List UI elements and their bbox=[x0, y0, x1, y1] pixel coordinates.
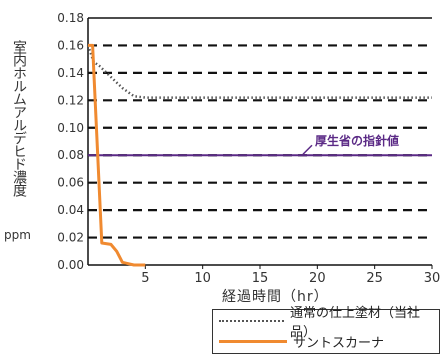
y-tick-label: 0.18 bbox=[57, 11, 84, 25]
legend-swatch-dotted bbox=[219, 319, 284, 322]
legend-swatch-solid bbox=[219, 340, 287, 343]
reference-line: 厚生省の指針値 bbox=[88, 133, 432, 157]
x-tick-label: 30 bbox=[424, 271, 441, 286]
y-tick-label: 0.08 bbox=[57, 148, 84, 162]
y-tick-label: 0.00 bbox=[57, 258, 84, 272]
x-tick-label: 5 bbox=[141, 271, 149, 286]
legend-label-normal-coating: 通常の仕上塗材（当社品） bbox=[289, 305, 420, 340]
y-tick-label: 0.10 bbox=[57, 121, 84, 135]
legend-item-normal-coating: 通常の仕上塗材（当社品） bbox=[213, 306, 439, 340]
y-tick-label: 0.16 bbox=[57, 38, 84, 52]
series-lines bbox=[86, 43, 432, 267]
legend: 通常の仕上塗材（当社品） サントスカーナ bbox=[212, 306, 440, 354]
y-tick-label: 0.14 bbox=[57, 66, 84, 80]
x-tick-label: 25 bbox=[366, 271, 383, 286]
legend-item-santoscana: サントスカーナ bbox=[213, 331, 439, 352]
series-line-0 bbox=[86, 44, 432, 99]
y-axis-unit: ppm bbox=[4, 228, 31, 242]
y-tick-labels: 0.00 0.02 0.04 0.06 0.08 0.10 0.12 0.14 0.16 0.18 bbox=[57, 11, 84, 272]
y-tick-label: 0.12 bbox=[57, 93, 84, 107]
x-tick-labels: 5 10 15 20 25 30 bbox=[141, 265, 440, 286]
y-tick-label: 0.04 bbox=[57, 203, 84, 217]
reference-line-label: 厚生省の指針値 bbox=[315, 133, 399, 148]
x-tick-label: 10 bbox=[194, 271, 211, 286]
x-tick-label: 20 bbox=[309, 271, 326, 286]
y-tick-label: 0.06 bbox=[57, 176, 84, 190]
reference-leader bbox=[302, 144, 313, 155]
y-tick-label: 0.02 bbox=[57, 231, 84, 245]
x-axis-title: 経過時間（hr） bbox=[222, 289, 329, 305]
series-line-1 bbox=[88, 43, 146, 267]
legend-label-santoscana: サントスカーナ bbox=[293, 336, 385, 351]
y-axis-title: 室内ホルムアルデヒド濃度 bbox=[11, 40, 27, 196]
x-tick-label: 15 bbox=[252, 271, 269, 286]
